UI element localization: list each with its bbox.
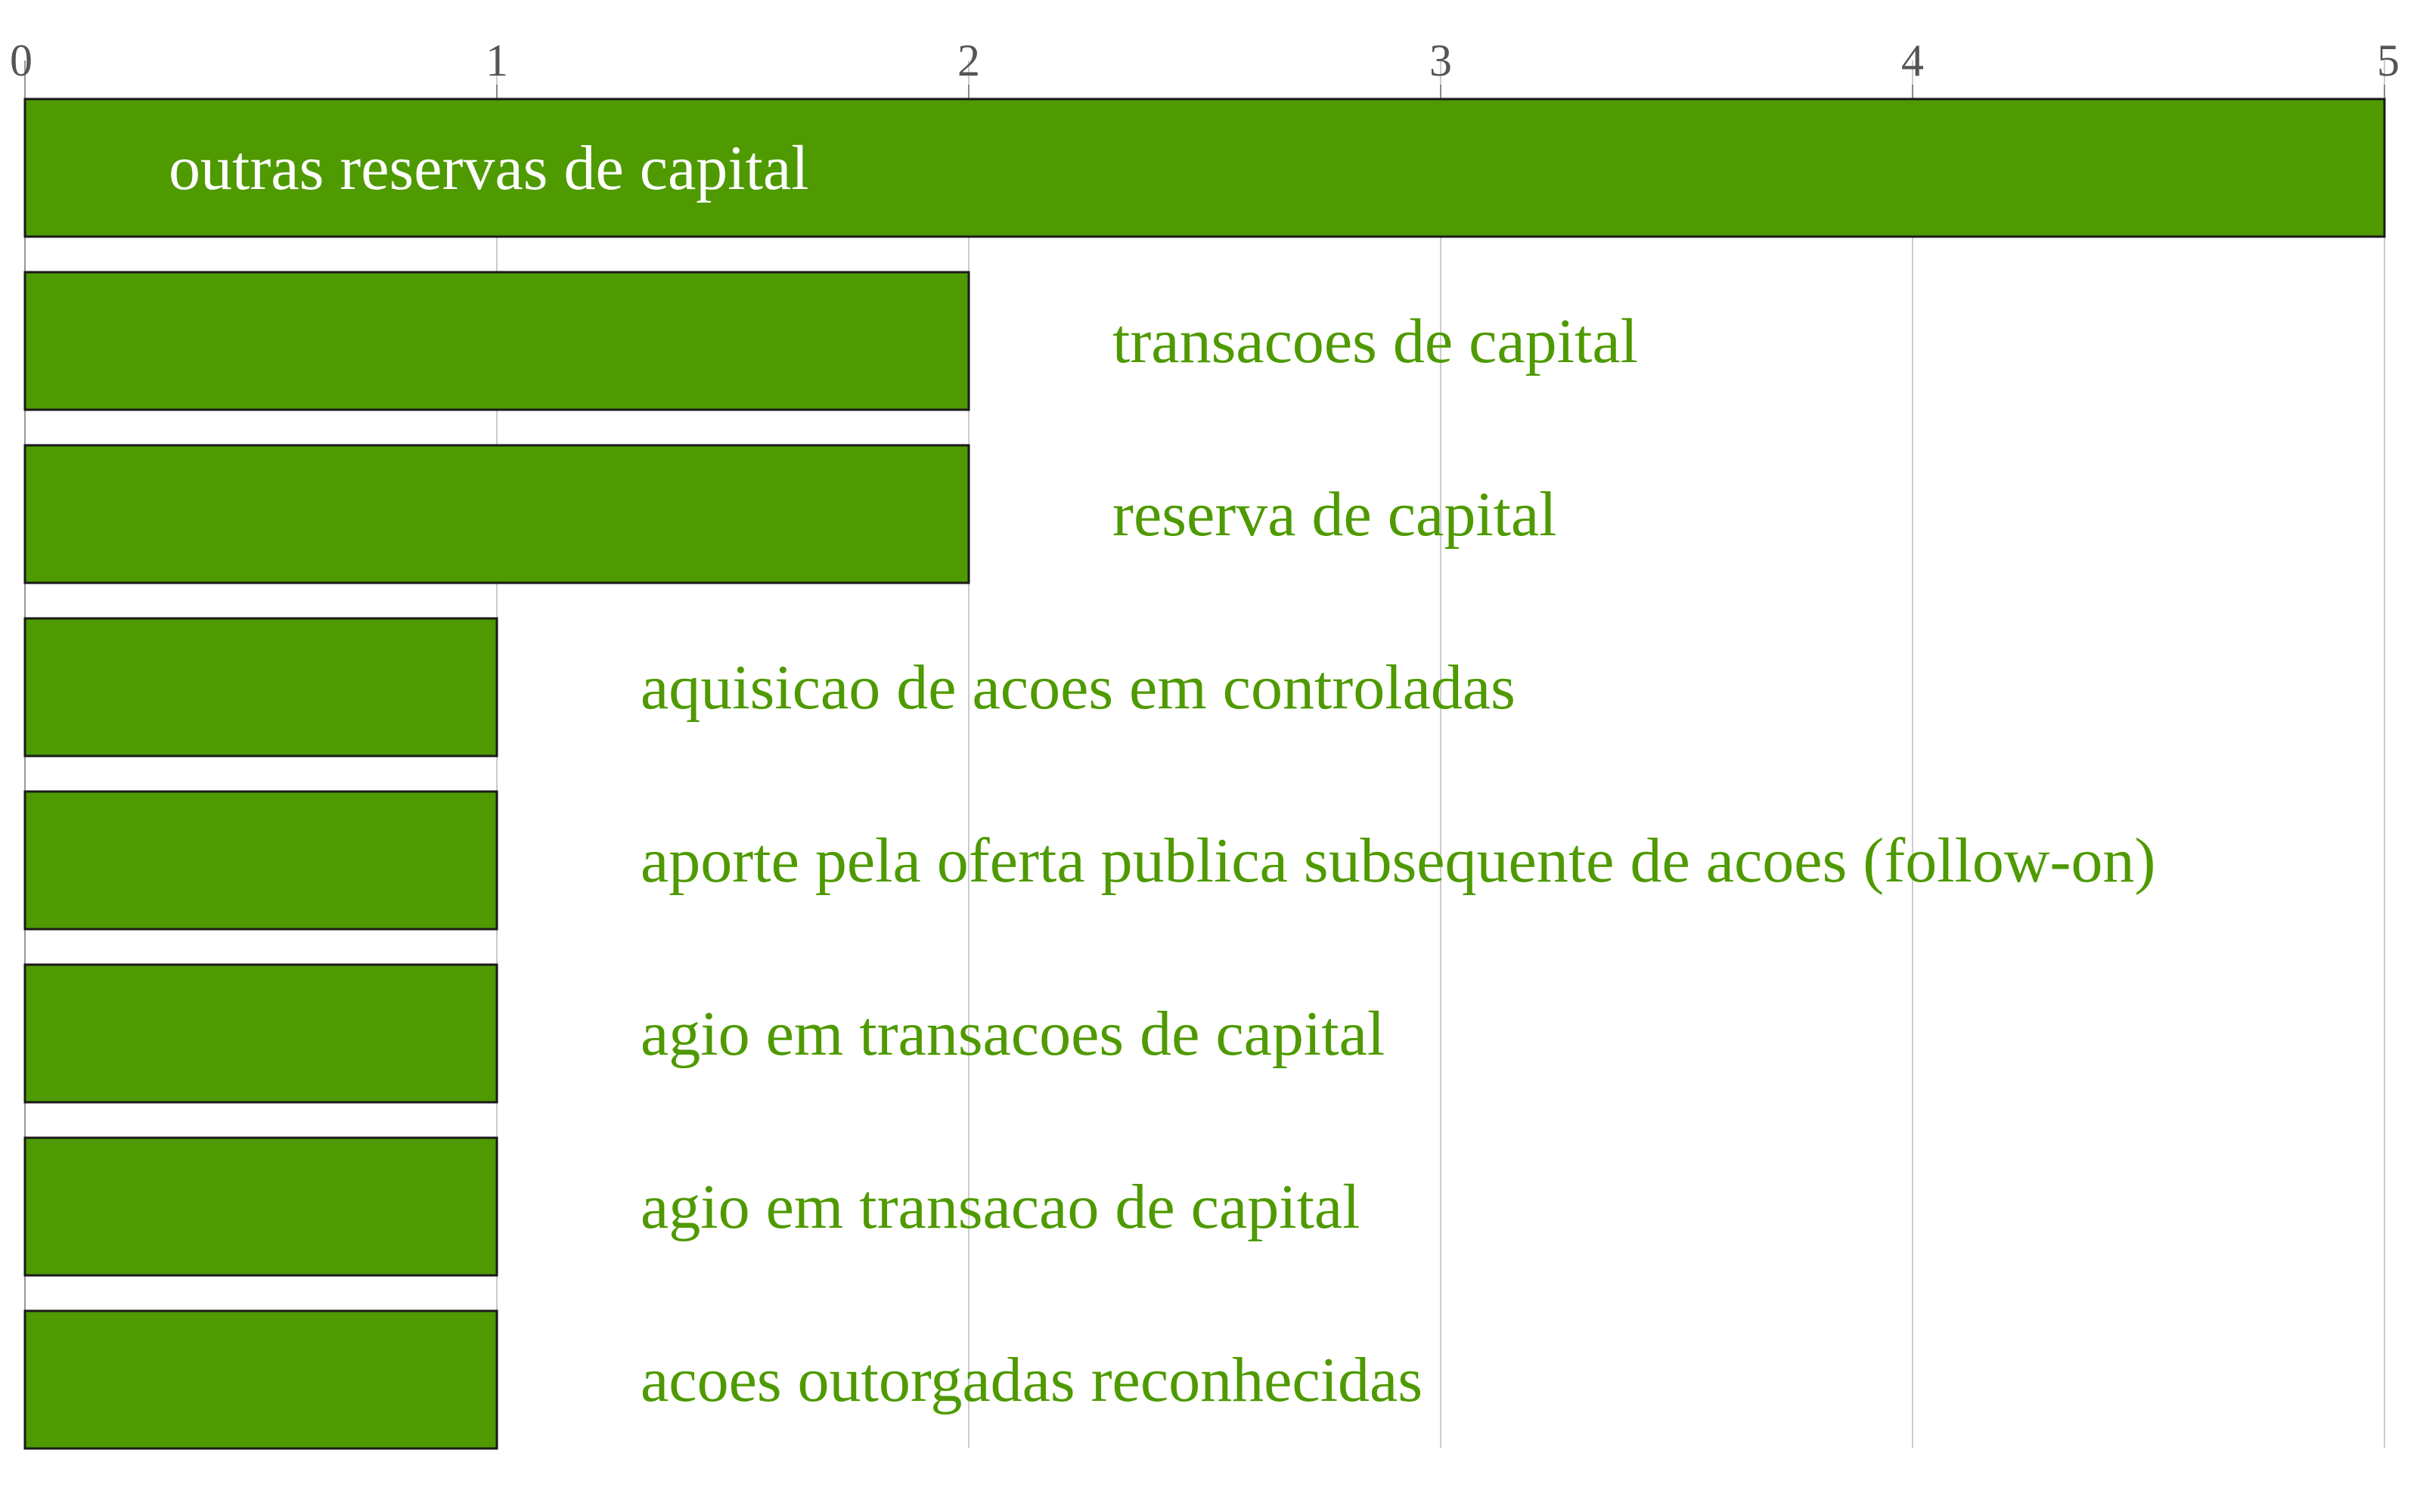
bar-label: acoes outorgadas reconhecidas — [641, 1345, 1423, 1415]
bar — [23, 271, 970, 411]
bar-label: outras reservas de capital — [169, 133, 809, 203]
bar-label: aporte pela oferta publica subsequente d… — [641, 826, 2156, 896]
x-tick-label: 1 — [486, 36, 508, 85]
bar-label: reserva de capital — [1112, 479, 1557, 550]
x-tick-label: 5 — [2377, 36, 2400, 85]
bar-label: agio em transacao de capital — [641, 1172, 1360, 1242]
bar — [23, 963, 498, 1104]
bar — [23, 617, 498, 758]
x-tick-label: 4 — [1901, 36, 1924, 85]
bar — [23, 444, 970, 584]
bar-label: aquisicao de acoes em controladas — [641, 652, 1516, 723]
bar-label: agio em transacoes de capital — [641, 999, 1385, 1069]
bar — [23, 790, 498, 931]
bar — [23, 98, 2386, 238]
bar — [23, 1136, 498, 1277]
x-tick-label: 3 — [1429, 36, 1452, 85]
x-tick-label: 0 — [10, 36, 33, 85]
x-tick-label: 2 — [957, 36, 980, 85]
bar — [23, 1309, 498, 1450]
bar-label: transacoes de capital — [1112, 306, 1638, 376]
